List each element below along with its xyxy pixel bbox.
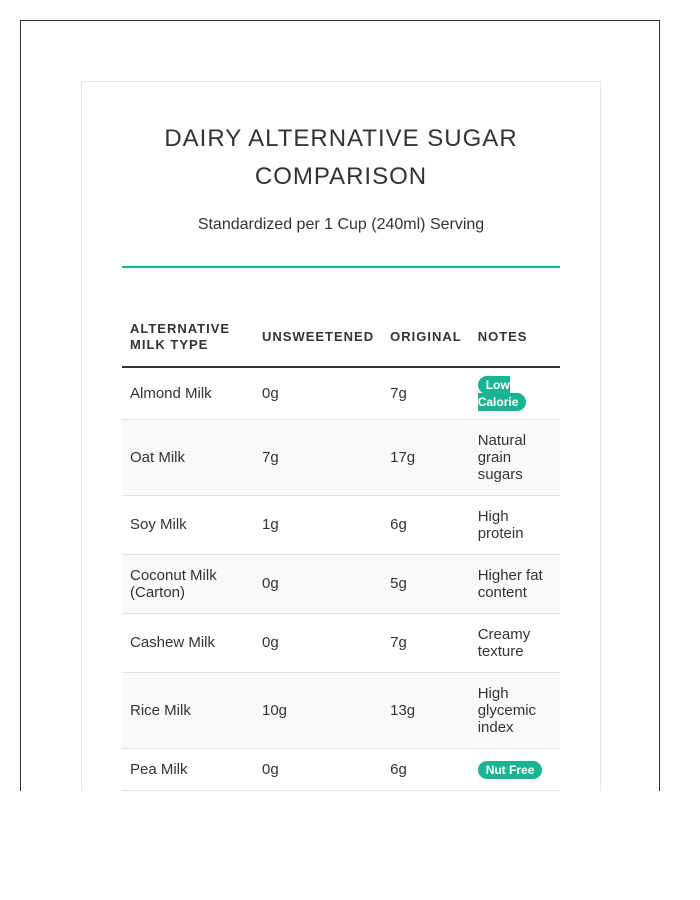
cell-milk-type-text: Coconut Milk (Carton) (130, 566, 217, 601)
cell-milk-type: Pea Milk (122, 748, 254, 791)
table-row: Almond Milk 0g 7g Low Calorie (122, 367, 560, 420)
sugar-table: ALTERNATIVE MILK TYPE UNSWEETENED ORIGIN… (122, 310, 560, 791)
table-row: Oat Milk 7g 17g Natural grain sugars (122, 419, 560, 496)
table-row: Pea Milk 0g 6g Nut Free (122, 748, 560, 791)
cell-milk-type: Coconut Milk (Carton) (122, 554, 254, 614)
cell-original-text: 6g (390, 516, 407, 533)
cell-notes: High glycemic index (469, 672, 560, 749)
cell-unsweetened-text: 0g (262, 575, 279, 592)
cell-notes: Creamy texture (469, 613, 560, 673)
cell-original-text: 5g (390, 575, 407, 592)
cell-original: 17g (382, 419, 470, 496)
page-frame: DAIRY ALTERNATIVE SUGAR COMPARISON Stand… (20, 20, 660, 791)
cell-original: 13g (382, 672, 470, 749)
cell-original-text: 7g (390, 634, 407, 651)
cell-unsweetened: 7g (254, 419, 383, 496)
header-type: ALTERNATIVE MILK TYPE (122, 310, 254, 368)
cell-milk-type-text: Cashew Milk (130, 634, 216, 651)
cell-original-text: 6g (390, 760, 407, 778)
cell-milk-type-text: Rice Milk (130, 701, 191, 719)
cell-milk-type-text: Pea Milk (130, 760, 188, 778)
cell-notes: High protein (469, 495, 560, 555)
notes-badge: Low Calorie (477, 376, 527, 412)
cell-milk-type: Cashew Milk (122, 613, 254, 673)
cell-unsweetened-text: 0g (262, 634, 279, 651)
comparison-card: DAIRY ALTERNATIVE SUGAR COMPARISON Stand… (81, 81, 601, 791)
cell-notes-text: Creamy texture (477, 625, 531, 660)
cell-milk-type-text: Oat Milk (130, 448, 186, 466)
cell-original: 7g (382, 613, 470, 673)
cell-milk-type: Soy Milk (122, 495, 254, 555)
notes-badge: Nut Free (477, 760, 543, 779)
subtitle: Standardized per 1 Cup (240ml) Serving (197, 216, 485, 233)
cell-original-text: 17g (390, 448, 416, 466)
cell-unsweetened-text: 10g (262, 701, 288, 719)
cell-notes: Natural grain sugars (469, 419, 560, 496)
cell-milk-type: Rice Milk (122, 672, 254, 749)
cell-milk-type: Oat Milk (122, 419, 254, 496)
cell-original: 5g (382, 554, 470, 614)
table-row: Coconut Milk (Carton) 0g 5g Higher fat cont… (122, 554, 560, 614)
cell-unsweetened-text: 0g (262, 760, 279, 778)
cell-unsweetened-text: 0g (262, 384, 279, 402)
cell-notes-text: High protein (477, 507, 524, 542)
cell-original-text: 13g (390, 701, 416, 719)
cell-original-text: 7g (390, 384, 407, 402)
cell-notes: Low Calorie (469, 367, 560, 420)
table-header-row: ALTERNATIVE MILK TYPE UNSWEETENED ORIGIN… (122, 310, 560, 368)
cell-unsweetened: 10g (254, 672, 383, 749)
cell-unsweetened: 1g (254, 495, 383, 555)
header-original: ORIGINAL (382, 310, 470, 368)
cell-milk-type-text: Almond Milk (130, 384, 212, 402)
table-row: Rice Milk 10g 13g High glycemic index (122, 672, 560, 749)
cell-unsweetened: 0g (254, 554, 383, 614)
cell-milk-type-text: Soy Milk (130, 516, 187, 533)
accent-divider (122, 266, 560, 268)
cell-unsweetened-text: 1g (262, 516, 279, 533)
cell-original: 7g (382, 367, 470, 420)
cell-notes-text: High glycemic index (477, 684, 537, 736)
cell-unsweetened: 0g (254, 367, 383, 420)
header-notes: NOTES (469, 310, 560, 368)
cell-original: 6g (382, 748, 470, 791)
table-row: Soy Milk 1g 6g High protein (122, 495, 560, 555)
cell-milk-type: Almond Milk (122, 367, 254, 420)
cell-notes-text: Natural grain sugars (477, 431, 527, 483)
header-unsweetened: UNSWEETENED (254, 310, 383, 368)
cell-original: 6g (382, 495, 470, 555)
cell-unsweetened: 0g (254, 748, 383, 791)
cell-notes: Higher fat content (469, 554, 560, 614)
cell-notes: Nut Free (469, 748, 560, 791)
cell-unsweetened-text: 7g (262, 448, 279, 466)
table-row: Cashew Milk 0g 7g Creamy texture (122, 613, 560, 673)
page-title: DAIRY ALTERNATIVE SUGAR COMPARISON (164, 125, 518, 190)
cell-unsweetened: 0g (254, 613, 383, 673)
cell-notes-text: Higher fat content (477, 566, 543, 601)
